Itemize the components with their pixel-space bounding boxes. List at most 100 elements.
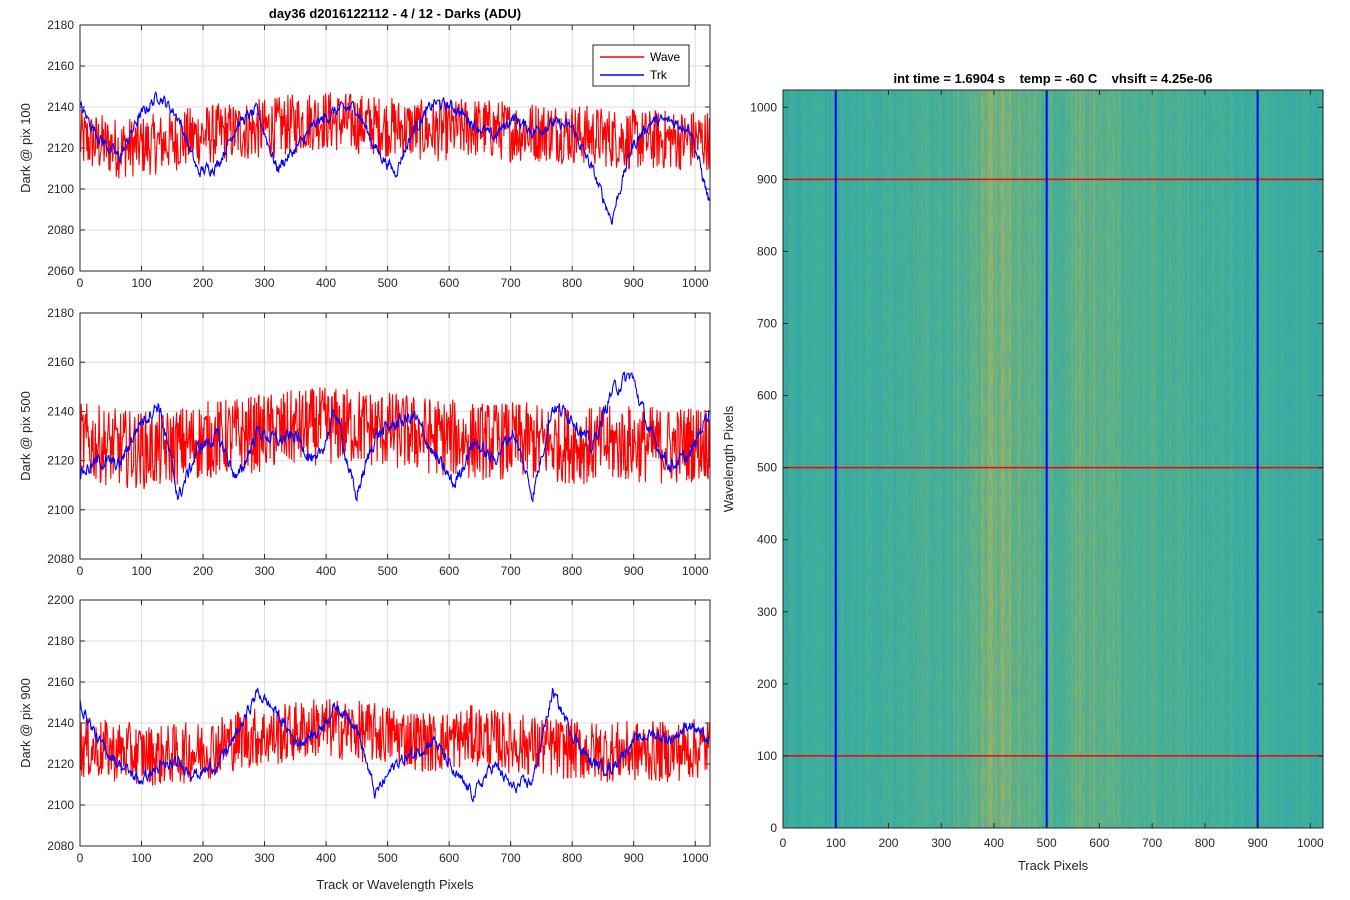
- y-tick-label: 2160: [47, 675, 74, 689]
- x-tick-label: 900: [624, 851, 644, 865]
- x-tick-label: 1000: [682, 276, 709, 290]
- x-tick-label: 200: [193, 276, 213, 290]
- heatmap-x-axis-label: Track Pixels: [1018, 858, 1089, 873]
- y-tick-label: 2160: [47, 355, 74, 369]
- y-tick-label: 2120: [47, 454, 74, 468]
- lines: [79, 91, 710, 225]
- series-trk-line: [79, 371, 710, 503]
- heatmap-panel: int time = 1.6904 s temp = -60 C vhsift …: [721, 71, 1324, 873]
- x-ticks: 0 100 200 300 400 500 600 700 800 900 1000: [77, 600, 709, 865]
- y-tick-label: 2200: [47, 593, 74, 607]
- y-tick-label: 400: [757, 533, 777, 547]
- legend: Wave Trk: [592, 44, 690, 87]
- x-tick-label: 100: [826, 836, 846, 850]
- y-tick-label: 2140: [47, 404, 74, 418]
- x-tick-label: 400: [316, 851, 336, 865]
- y-tick-label: 700: [757, 317, 777, 331]
- x-tick-label: 1000: [682, 851, 709, 865]
- x-tick-label: 0: [780, 836, 787, 850]
- y-tick-label: 2180: [47, 634, 74, 648]
- y-tick-label: 2080: [47, 223, 74, 237]
- x-tick-label: 800: [562, 564, 582, 578]
- x-tick-label: 700: [1142, 836, 1162, 850]
- y-tick-label: 2080: [47, 839, 74, 853]
- plot-pix-100: 2060 2080 2100 2120 2140 2160 2180 0 100 200 300 4…: [18, 6, 711, 290]
- figure-title: day36 d2016122112 - 4 / 12 - Darks (ADU): [269, 6, 521, 21]
- x-tick-label: 100: [132, 276, 152, 290]
- x-tick-label: 0: [77, 851, 84, 865]
- y-tick-label: 2060: [47, 264, 74, 278]
- x-tick-label: 600: [439, 276, 459, 290]
- series-wave-line: [79, 698, 710, 786]
- x-tick-label: 800: [1195, 836, 1215, 850]
- lines: [79, 371, 710, 503]
- y-tick-label: 2160: [47, 59, 74, 73]
- y-tick-label: 2100: [47, 503, 74, 517]
- x-tick-label: 500: [378, 276, 398, 290]
- series-trk-line: [79, 91, 710, 225]
- heatmap-frame: [782, 89, 1324, 829]
- y-tick-label: 2180: [47, 306, 74, 320]
- y-tick-label: 2100: [47, 798, 74, 812]
- legend-trk-label: Trk: [650, 68, 668, 82]
- x-tick-label: 1000: [1297, 836, 1324, 850]
- x-tick-label: 300: [255, 276, 275, 290]
- x-tick-label: 600: [439, 564, 459, 578]
- y-tick-label: 0: [770, 821, 777, 835]
- plot-pix-900: 2080 2100 2120 2140 2160 2180 2200 0 100 200 300 4…: [18, 593, 711, 892]
- y-tick-label: 2120: [47, 757, 74, 771]
- series-wave-line: [79, 387, 710, 490]
- y-ticks: 2080 2100 2120 2140 2160 2180 2200: [47, 593, 710, 853]
- marker-lines: [783, 90, 1323, 828]
- y-tick-label: 2080: [47, 552, 74, 566]
- x-tick-label: 700: [501, 851, 521, 865]
- x-tick-label: 300: [931, 836, 951, 850]
- x-tick-label: 600: [439, 851, 459, 865]
- x-tick-label: 500: [378, 564, 398, 578]
- plot-frame: [79, 24, 711, 272]
- x-tick-label: 500: [378, 851, 398, 865]
- x-tick-label: 1000: [682, 564, 709, 578]
- x-tick-label: 800: [562, 276, 582, 290]
- y-tick-label: 2120: [47, 141, 74, 155]
- x-tick-label: 300: [255, 851, 275, 865]
- plot-frame: [79, 599, 711, 847]
- y-tick-label: 200: [757, 677, 777, 691]
- x-tick-label: 300: [255, 564, 275, 578]
- x-tick-label: 0: [77, 564, 84, 578]
- x-tick-label: 500: [1037, 836, 1057, 850]
- x-tick-label: 400: [316, 276, 336, 290]
- y-tick-label: 100: [757, 749, 777, 763]
- x-ticks: 0 100 200 300 400 500 600 700 800 900 1000: [77, 313, 709, 578]
- x-tick-label: 200: [193, 564, 213, 578]
- x-tick-label: 400: [316, 564, 336, 578]
- x-tick-label: 700: [501, 276, 521, 290]
- y-tick-label: 900: [757, 172, 777, 186]
- x-tick-label: 100: [132, 564, 152, 578]
- y-tick-label: 800: [757, 244, 777, 258]
- y-tick-label: 2140: [47, 100, 74, 114]
- y-tick-label: 2100: [47, 182, 74, 196]
- y-axis-label: Dark @ pix 100: [18, 103, 33, 193]
- plot-area: [79, 312, 711, 560]
- x-tick-label: 900: [1248, 836, 1268, 850]
- y-tick-label: 1000: [750, 100, 777, 114]
- x-tick-label: 100: [132, 851, 152, 865]
- legend-wave-label: Wave: [650, 50, 681, 64]
- heatmap-x-ticks: 0 100 200 300 400 500 600 700 800 900 1000: [780, 90, 1324, 850]
- heatmap-title: int time = 1.6904 s temp = -60 C vhsift …: [893, 71, 1212, 86]
- y-tick-label: 500: [757, 461, 777, 475]
- heatmap-y-axis-label: Wavelength Pixels: [721, 405, 736, 512]
- x-tick-label: 200: [878, 836, 898, 850]
- x-ticks: 0 100 200 300 400 500 600 700 800 900 1000: [77, 25, 709, 290]
- plot-frame: [79, 312, 711, 560]
- y-tick-label: 600: [757, 389, 777, 403]
- x-tick-label: 0: [77, 276, 84, 290]
- y-tick-label: 2180: [47, 18, 74, 32]
- x-tick-label: 900: [624, 564, 644, 578]
- x-tick-label: 700: [501, 564, 521, 578]
- x-axis-label: Track or Wavelength Pixels: [316, 877, 474, 892]
- y-tick-label: 2140: [47, 716, 74, 730]
- x-tick-label: 200: [193, 851, 213, 865]
